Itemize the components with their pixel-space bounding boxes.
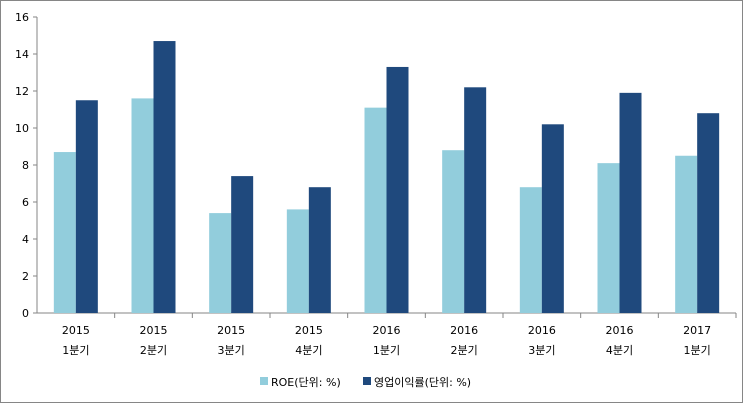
bar-operating-margin [75,100,98,313]
x-tick-label-year: 2016 [450,324,478,337]
y-tick-label: 2 [22,270,29,283]
y-tick-label: 10 [15,122,29,135]
bar-roe [364,107,387,314]
bar-roe [597,163,620,313]
x-tick-label-quarter: 4분기 [295,344,322,357]
y-tick-label: 4 [22,233,29,246]
x-tick-label-quarter: 1분기 [684,344,711,357]
x-tick-label-year: 2015 [140,324,168,337]
bar-roe [675,155,698,313]
bar-operating-margin [619,92,642,313]
bar-operating-margin [153,41,176,314]
y-tick-label: 14 [15,48,29,61]
x-tick-label-quarter: 2분기 [451,344,478,357]
y-tick-label: 16 [15,11,29,24]
x-tick-label-quarter: 4분기 [606,344,633,357]
x-tick-label-year: 2017 [683,324,711,337]
x-tick-label-year: 2016 [373,324,401,337]
x-tick-label-year: 2015 [295,324,323,337]
legend-swatch [363,377,371,385]
y-tick-label: 8 [22,159,29,172]
bar-roe [442,150,465,313]
x-tick-label-quarter: 3분기 [528,344,555,357]
legend-label: ROE(단위: %) [271,376,341,389]
x-tick-label-year: 2016 [528,324,556,337]
bar-roe [286,209,309,313]
x-tick-label-year: 2015 [62,324,90,337]
legend-swatch [260,377,268,385]
x-tick-label-year: 2016 [606,324,634,337]
x-tick-label-quarter: 2분기 [140,344,167,357]
x-tick-label-quarter: 1분기 [62,344,89,357]
legend-label: 영업이익률(단위: %) [374,376,471,389]
bar-operating-margin [308,187,331,313]
x-tick-label-quarter: 3분기 [218,344,245,357]
x-tick-label-year: 2015 [217,324,245,337]
bar-operating-margin [464,87,487,313]
bar-roe [53,152,76,313]
bar-roe [131,98,154,314]
x-tick-label-quarter: 1분기 [373,344,400,357]
bar-roe [519,187,542,313]
y-tick-label: 6 [22,196,29,209]
bar-operating-margin [231,176,254,313]
y-tick-label: 12 [15,85,29,98]
bar-roe [209,213,232,313]
bar-operating-margin [697,113,720,313]
bar-operating-margin [541,124,564,313]
y-tick-label: 0 [22,307,29,320]
bar-operating-margin [386,66,409,313]
